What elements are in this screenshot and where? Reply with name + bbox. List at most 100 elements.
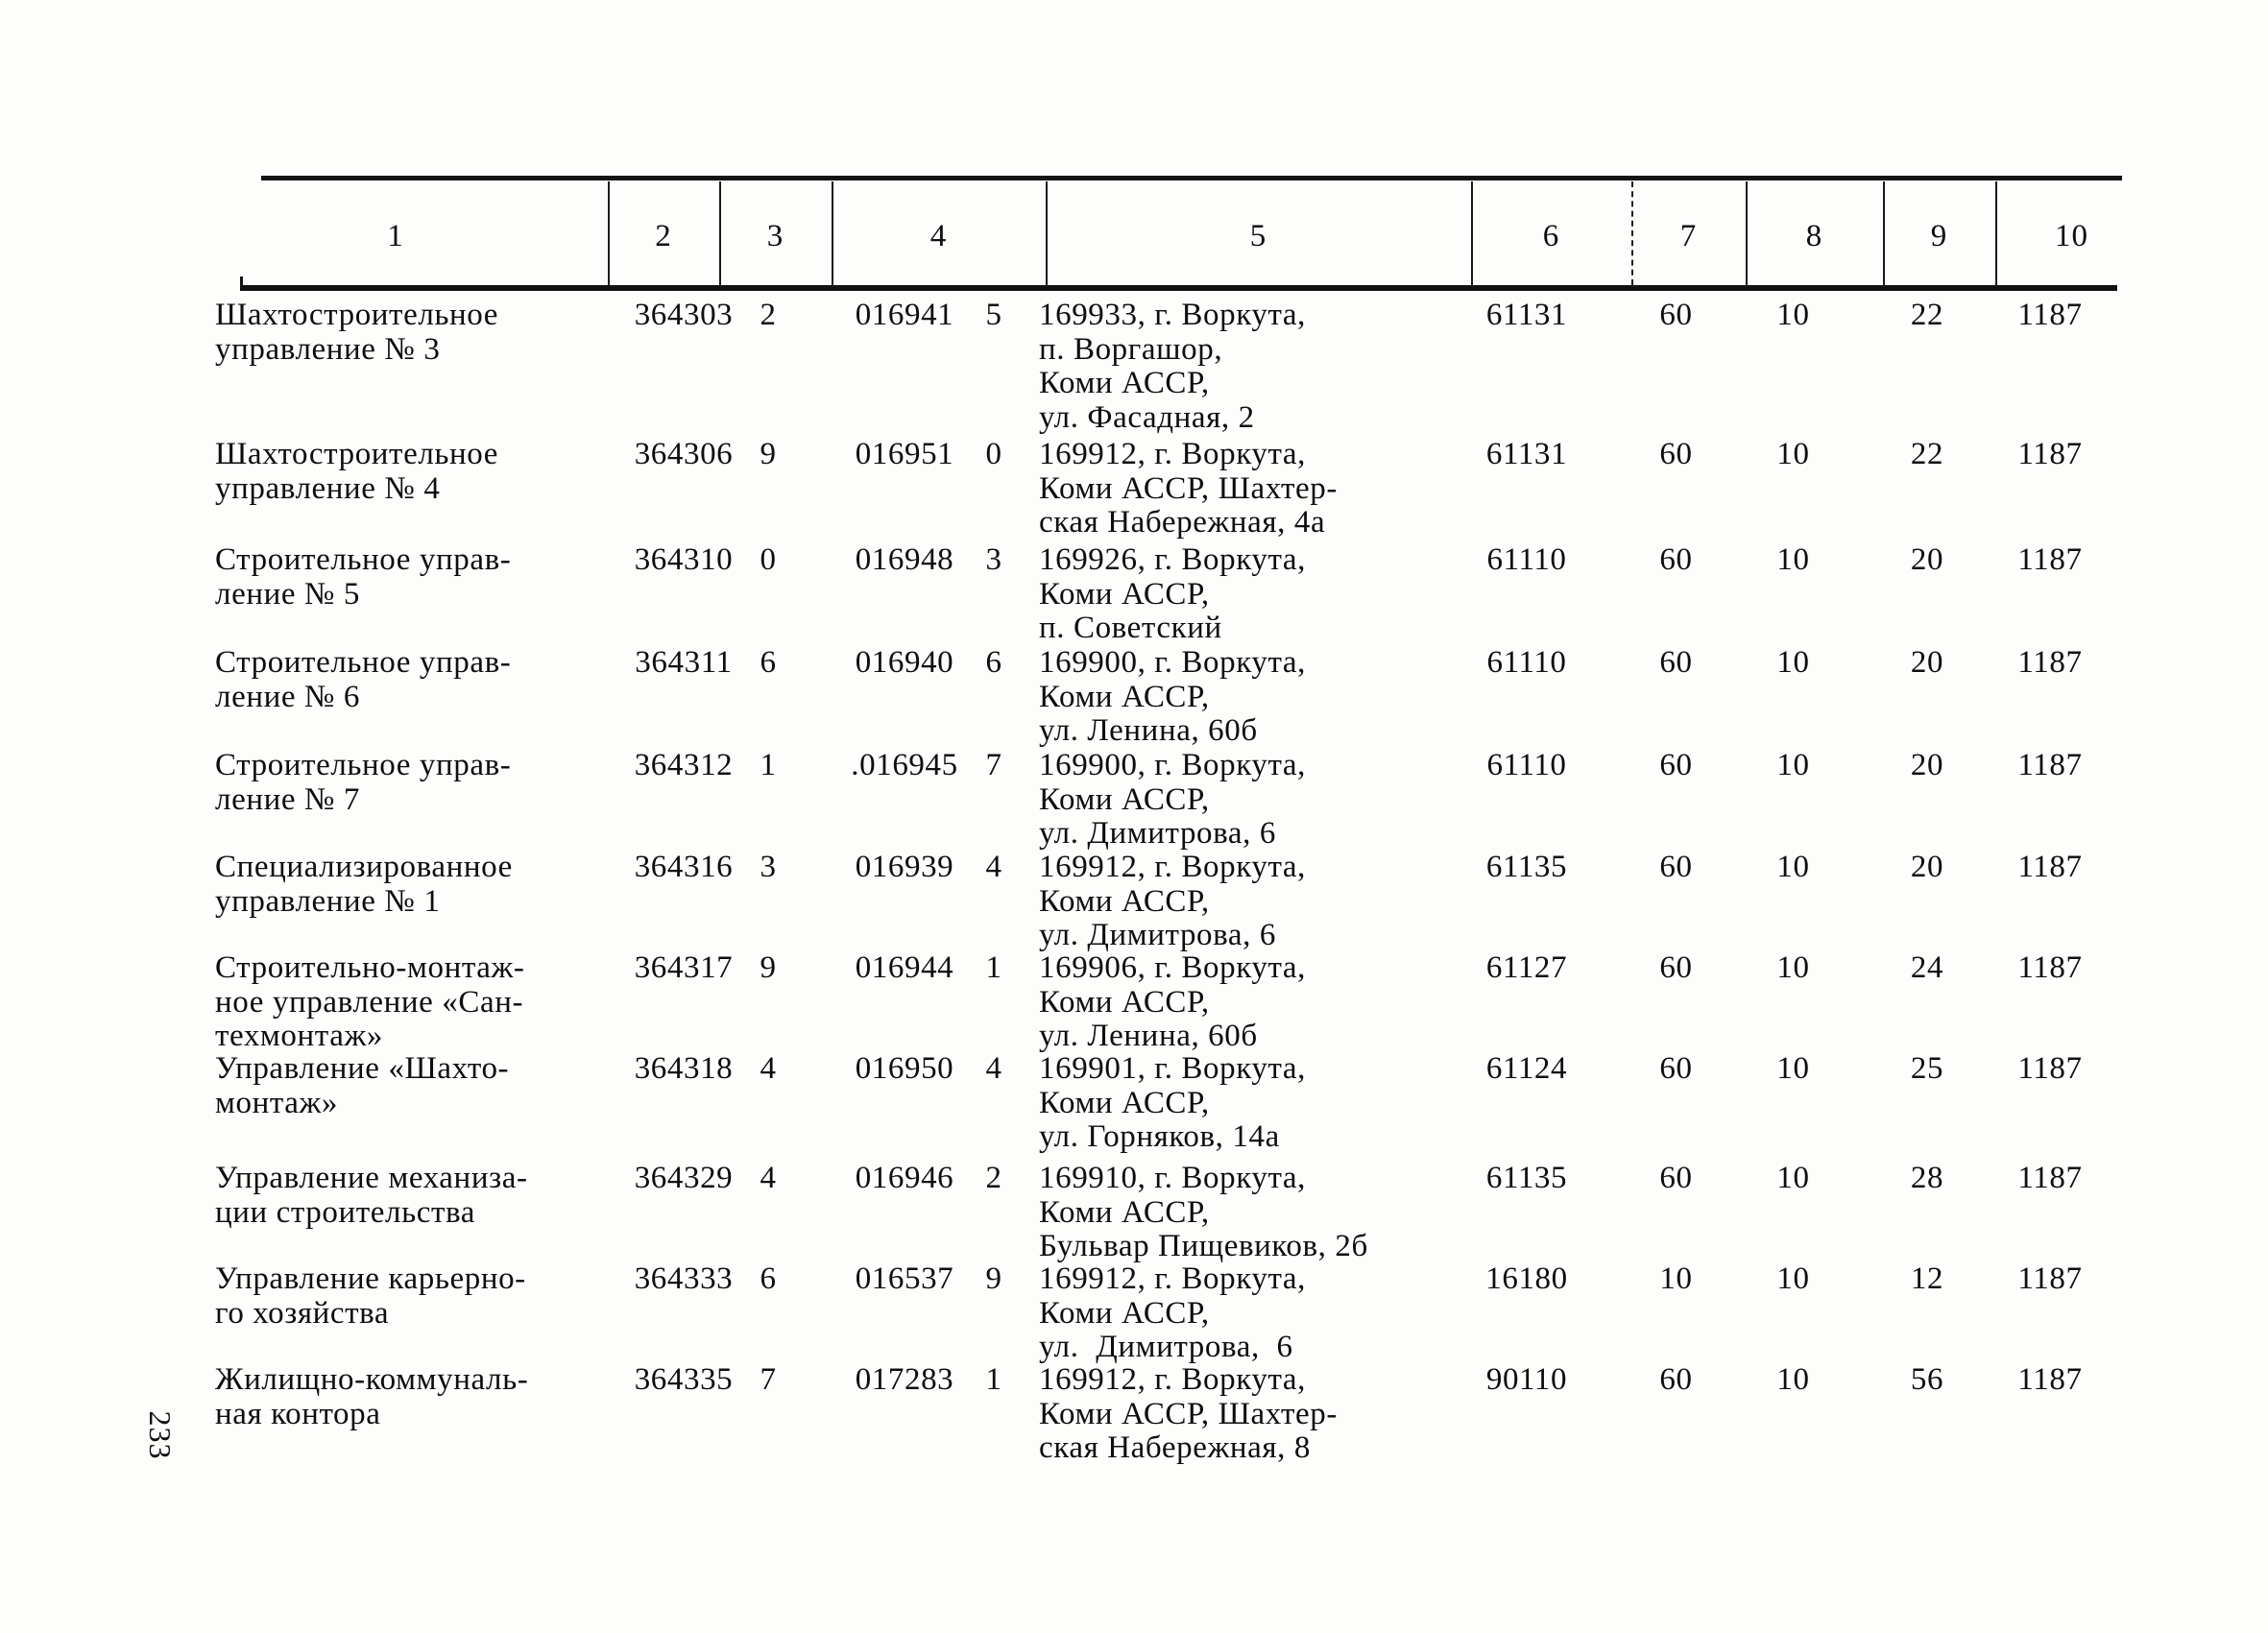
- col6-value: 61110: [1486, 748, 1567, 782]
- column-header-7: 7: [1679, 218, 1698, 253]
- col8-value: 10: [1776, 437, 1810, 471]
- col9-value: 20: [1910, 850, 1944, 884]
- branch-code: 016941: [855, 298, 954, 332]
- col9-value: 12: [1910, 1261, 1944, 1296]
- okpo-code: 364317: [634, 950, 734, 985]
- col10-value: 1187: [2017, 1051, 2083, 1086]
- column-header-9: 9: [1930, 218, 1948, 253]
- branch-code: 016940: [855, 645, 954, 680]
- col7-value: 60: [1659, 437, 1693, 471]
- col6-value: 61110: [1486, 542, 1567, 577]
- col8-value: 10: [1776, 1362, 1810, 1397]
- okpo-check-digit: 4: [760, 1051, 777, 1086]
- col6-value: 61135: [1485, 1161, 1568, 1195]
- column-header-8: 8: [1805, 218, 1823, 253]
- col9-value: 24: [1910, 950, 1944, 985]
- branch-code: .016945: [851, 748, 958, 782]
- branch-code: 016537: [855, 1261, 954, 1296]
- branch-check-digit: 5: [985, 298, 1002, 332]
- okpo-check-digit: 3: [760, 850, 777, 884]
- col8-value: 10: [1776, 542, 1810, 577]
- col7-value: 60: [1659, 1051, 1693, 1086]
- header-bottom-rule: [240, 285, 2117, 291]
- okpo-code: 364312: [634, 748, 734, 782]
- okpo-check-digit: 4: [760, 1161, 777, 1195]
- col9-value: 56: [1910, 1362, 1944, 1397]
- organization-address: 169912, г. Воркута, Коми АССР, ул. Димит…: [1039, 850, 1307, 952]
- col10-value: 1187: [2017, 645, 2083, 680]
- okpo-code: 364303: [634, 298, 734, 332]
- col8-value: 10: [1776, 645, 1810, 680]
- okpo-code: 364335: [634, 1362, 734, 1397]
- col7-value: 60: [1659, 748, 1693, 782]
- organization-name: Специализированное управление № 1: [215, 850, 513, 919]
- col9-value: 28: [1910, 1161, 1944, 1195]
- col8-value: 10: [1776, 950, 1810, 985]
- branch-code: 016951: [855, 437, 954, 471]
- rule-left-tick: [240, 276, 243, 291]
- col6-value: 90110: [1485, 1362, 1568, 1397]
- col6-value: 16180: [1485, 1261, 1568, 1296]
- okpo-code: 364306: [634, 437, 734, 471]
- branch-check-digit: 1: [985, 950, 1002, 985]
- column-header-6: 6: [1542, 218, 1560, 253]
- okpo-check-digit: 1: [760, 748, 777, 782]
- col9-value: 22: [1910, 298, 1944, 332]
- col7-value: 60: [1659, 1362, 1693, 1397]
- branch-check-digit: 7: [985, 748, 1002, 782]
- column-separator-2-3: [719, 181, 721, 285]
- organization-address: 169910, г. Воркута, Коми АССР, Бульвар П…: [1039, 1161, 1368, 1263]
- branch-check-digit: 1: [985, 1362, 1002, 1397]
- column-header-3: 3: [766, 218, 784, 253]
- col9-value: 20: [1910, 645, 1944, 680]
- page-number: 233: [143, 1410, 178, 1460]
- column-header-5: 5: [1249, 218, 1267, 253]
- organization-name: Управление «Шахто- монтаж»: [215, 1051, 510, 1120]
- column-header-10: 10: [2055, 218, 2088, 253]
- branch-check-digit: 0: [985, 437, 1002, 471]
- col7-value: 60: [1659, 1161, 1693, 1195]
- col10-value: 1187: [2017, 298, 2083, 332]
- table-top-rule: [261, 176, 2122, 180]
- okpo-check-digit: 6: [760, 645, 777, 680]
- col8-value: 10: [1776, 748, 1810, 782]
- col6-value: 61131: [1485, 437, 1568, 471]
- branch-code: 017283: [855, 1362, 954, 1397]
- branch-check-digit: 4: [985, 1051, 1002, 1086]
- col8-value: 10: [1776, 1161, 1810, 1195]
- column-separator-9-10: [1995, 181, 1997, 285]
- branch-code: 016950: [855, 1051, 954, 1086]
- column-separator-1-2: [608, 181, 610, 285]
- okpo-check-digit: 9: [760, 437, 777, 471]
- column-separator-4-5: [1046, 181, 1048, 285]
- col7-value: 60: [1659, 645, 1693, 680]
- okpo-code: 364316: [634, 850, 734, 884]
- col6-value: 61124: [1485, 1051, 1568, 1086]
- branch-check-digit: 4: [985, 850, 1002, 884]
- organization-name: Строительное управ- ление № 7: [215, 748, 512, 817]
- organization-name: Шахтостроительное управление № 4: [215, 437, 499, 506]
- okpo-check-digit: 6: [760, 1261, 777, 1296]
- organization-name: Строительно-монтаж- ное управление «Сан-…: [215, 950, 525, 1053]
- branch-check-digit: 9: [985, 1261, 1002, 1296]
- col10-value: 1187: [2017, 950, 2083, 985]
- organization-name: Управление механиза- ции строительства: [215, 1161, 528, 1230]
- okpo-code: 364310: [634, 542, 734, 577]
- okpo-check-digit: 0: [760, 542, 777, 577]
- organization-name: Управление карьерно- го хозяйства: [215, 1261, 526, 1331]
- organization-name: Строительное управ- ление № 5: [215, 542, 512, 612]
- column-header-4: 4: [929, 218, 948, 253]
- col7-value: 60: [1659, 950, 1693, 985]
- col6-value: 61127: [1485, 950, 1568, 985]
- branch-code: 016944: [855, 950, 954, 985]
- organization-address: 169912, г. Воркута, Коми АССР, ул. Димит…: [1039, 1261, 1307, 1364]
- col10-value: 1187: [2017, 748, 2083, 782]
- col7-value: 10: [1659, 1261, 1693, 1296]
- col10-value: 1187: [2017, 1362, 2083, 1397]
- organization-address: 169926, г. Воркута, Коми АССР, п. Советс…: [1039, 542, 1307, 645]
- organization-address: 169912, г. Воркута, Коми АССР, Шахтер- с…: [1039, 437, 1338, 540]
- col10-value: 1187: [2017, 437, 2083, 471]
- col7-value: 60: [1659, 298, 1693, 332]
- col10-value: 1187: [2017, 1161, 2083, 1195]
